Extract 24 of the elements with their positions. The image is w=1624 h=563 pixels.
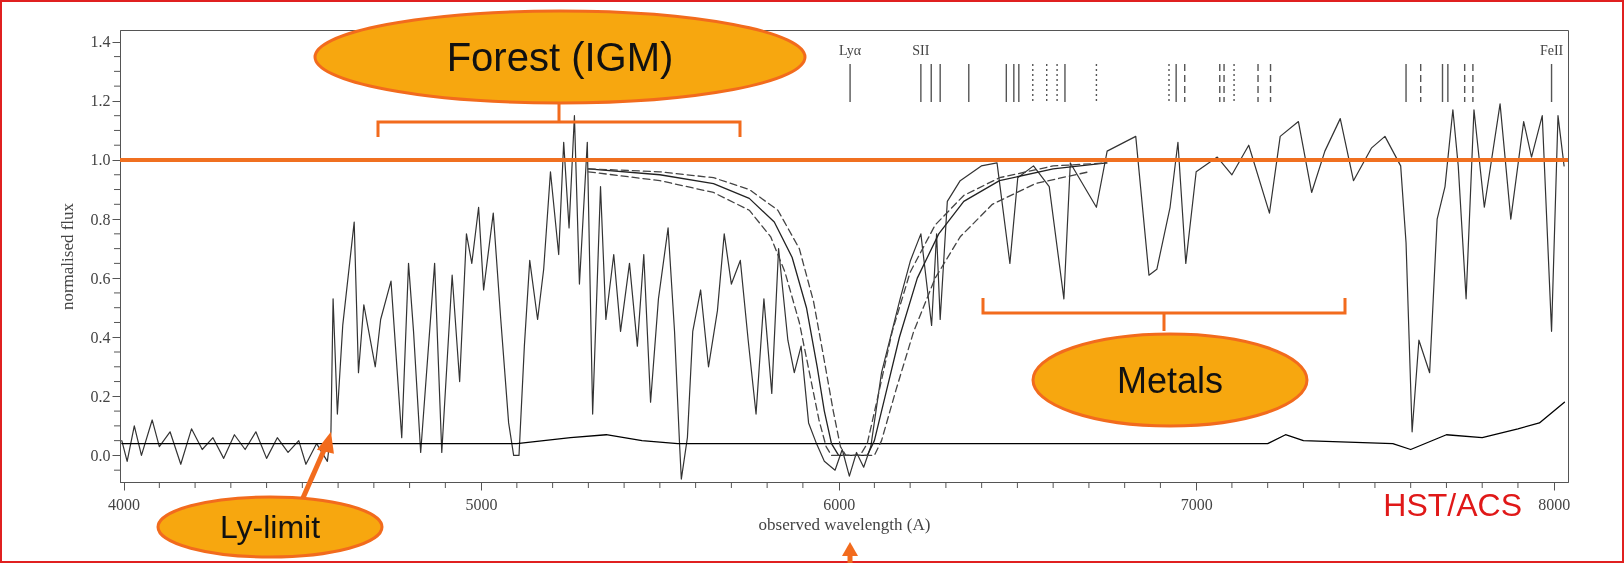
y-tick-label: 0.2	[90, 387, 111, 405]
annotation: Ly-limit	[219, 509, 321, 545]
ref-line-label: Lyα	[839, 43, 862, 58]
ref-line-label: SII	[912, 43, 930, 58]
y-tick-label: 1.4	[90, 33, 111, 51]
y-tick-label: 0.6	[90, 269, 111, 287]
line-series	[121, 401, 1566, 451]
ref-line-label: FeII	[1539, 43, 1564, 58]
x-tick-label: 6000	[823, 495, 856, 513]
x-tick-label: 8000	[1538, 495, 1571, 513]
y-tick-label: 0.0	[90, 446, 111, 464]
line-series	[121, 103, 1565, 480]
annotation: Forest (IGM)	[446, 35, 674, 79]
y-tick-label: 0.8	[90, 210, 111, 228]
y-tick-label: 1.0	[90, 151, 111, 169]
text: HST/ACS	[1383, 487, 1522, 523]
y-tick-label: 1.2	[90, 92, 111, 110]
x-axis-title: observed wavelength (A)	[758, 514, 931, 534]
y-axis-title: normalised flux	[57, 202, 77, 311]
x-tick-label: 4000	[108, 495, 141, 513]
x-tick-label: 5000	[465, 495, 498, 513]
x-tick-label: 7000	[1180, 495, 1213, 513]
annotation: Metals	[1116, 359, 1224, 401]
y-tick-label: 0.4	[90, 328, 111, 346]
